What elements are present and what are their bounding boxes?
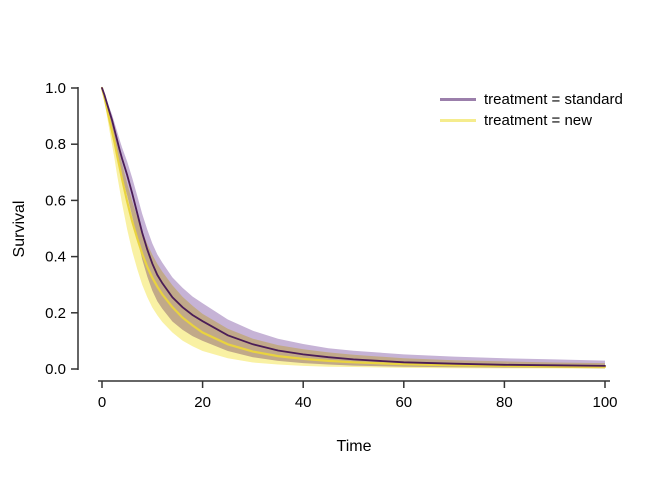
y-tick-label: 0.8 <box>45 136 66 153</box>
x-tick-label: 20 <box>194 394 211 411</box>
survival-curve-new <box>100 86 607 368</box>
y-tick-label: 0.6 <box>45 192 66 209</box>
y-tick-label: 0.0 <box>45 361 66 378</box>
y-axis-title: Survival <box>11 200 28 258</box>
x-tick-label: 40 <box>295 394 312 411</box>
survival-curve-standard <box>101 87 606 367</box>
legend-line-standard-icon <box>440 98 476 101</box>
legend-item-new: treatment = new <box>440 110 623 131</box>
x-tick-label: 100 <box>592 394 617 411</box>
y-tick-label: 0.2 <box>45 305 66 322</box>
x-tick-label: 80 <box>496 394 513 411</box>
x-axis-title: Time <box>336 438 372 455</box>
legend-label-standard: treatment = standard <box>484 91 623 108</box>
legend-label-new: treatment = new <box>484 112 592 129</box>
legend-line-new-icon <box>440 119 476 122</box>
legend-item-standard: treatment = standard <box>440 89 623 110</box>
y-tick-label: 1.0 <box>45 80 66 97</box>
legend: treatment = standard treatment = new <box>440 89 623 131</box>
x-tick-label: 60 <box>395 394 412 411</box>
y-tick-label: 0.4 <box>45 249 66 266</box>
x-tick-label: 0 <box>98 394 106 411</box>
